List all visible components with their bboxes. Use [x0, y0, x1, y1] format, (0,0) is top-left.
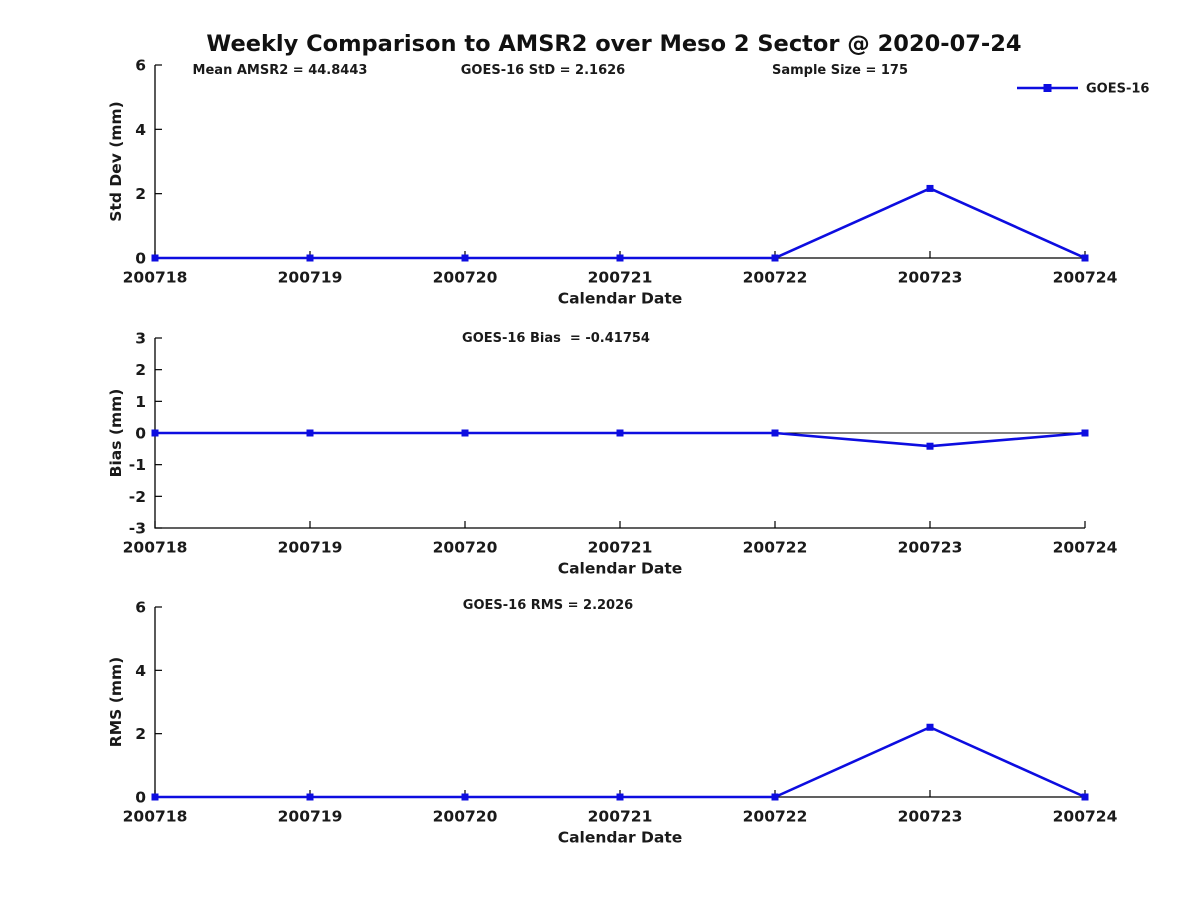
stddev-marker [926, 184, 934, 192]
y-tick-label: -3 [129, 520, 146, 538]
rms-marker [306, 793, 314, 801]
y-tick-label: 3 [135, 330, 146, 348]
y-tick-label: 0 [135, 789, 146, 807]
stddev-marker [461, 254, 469, 262]
stddev-annotation-0: Mean AMSR2 = 44.8443 [193, 63, 368, 78]
x-tick-label: 200719 [278, 269, 343, 287]
bias-marker [771, 429, 779, 437]
rms-marker [926, 723, 934, 731]
y-axis-label: RMS (mm) [107, 657, 125, 747]
bias-marker [616, 429, 624, 437]
bias-marker [461, 429, 469, 437]
bias-marker [151, 429, 159, 437]
x-tick-label: 200724 [1053, 539, 1118, 557]
y-tick-label: 4 [135, 662, 146, 680]
x-tick-label: 200722 [743, 269, 808, 287]
stddev-line [155, 187, 1086, 260]
axis-frame [154, 65, 1085, 259]
y-tick-label: -2 [129, 488, 146, 506]
y-tick-label: 6 [135, 57, 146, 75]
stddev-annotation-2: Sample Size = 175 [772, 63, 908, 78]
stddev-annotation-1: GOES-16 StD = 2.1626 [461, 63, 625, 78]
x-tick-label: 200722 [743, 539, 808, 557]
figure-title: Weekly Comparison to AMSR2 over Meso 2 S… [206, 31, 1022, 57]
subplot-rms: 0 2 4 6 200718 200719 200720 200721 200722 200723… [107, 598, 1118, 847]
y-tick-label: 6 [135, 599, 146, 617]
y-tick-label: 2 [135, 361, 146, 379]
subplot-bias: -3 -2 -1 0 1 2 3 200718 200719 200720 200721 200722… [107, 330, 1118, 578]
y-tick-label: 1 [135, 393, 146, 411]
stddev-marker [306, 254, 314, 262]
stddev-marker [771, 254, 779, 262]
x-tick-label: 200721 [588, 808, 653, 826]
x-tick-label: 200721 [588, 539, 653, 557]
stddev-marker [1081, 254, 1089, 262]
bias-marker [1081, 429, 1089, 437]
y-tick-label: 2 [135, 725, 146, 743]
legend: GOES-16 [1017, 82, 1149, 97]
x-tick-label: 200724 [1053, 269, 1118, 287]
x-tick-label: 200718 [123, 808, 188, 826]
rms-marker [151, 793, 159, 801]
stddev-marker [151, 254, 159, 262]
x-tick-label: 200723 [898, 269, 963, 287]
y-tick-label: 4 [135, 121, 146, 139]
rms-marker [771, 793, 779, 801]
rms-marker [1081, 793, 1089, 801]
legend-marker [1043, 84, 1052, 92]
x-tick-label: 200719 [278, 539, 343, 557]
x-tick-label: 200723 [898, 808, 963, 826]
x-tick-label: 200720 [433, 808, 498, 826]
stddev-marker [616, 254, 624, 262]
x-axis-label: Calendar Date [558, 290, 683, 308]
y-tick-label: 2 [135, 185, 146, 203]
axis-frame [154, 338, 1085, 529]
bias-marker [926, 442, 934, 450]
x-tick-label: 200724 [1053, 808, 1118, 826]
rms-line [155, 725, 1086, 799]
x-tick-label: 200718 [123, 539, 188, 557]
rms-annotation-0: GOES-16 RMS = 2.2026 [463, 598, 633, 613]
x-axis-label: Calendar Date [558, 829, 683, 847]
rms-marker [616, 793, 624, 801]
y-axis-label: Std Dev (mm) [107, 101, 125, 221]
x-tick-label: 200719 [278, 808, 343, 826]
x-axis-label: Calendar Date [558, 560, 683, 578]
subplot-stddev: 0 2 4 6 200718 200719 200720 200721 200722 200723… [107, 57, 1149, 308]
y-tick-label: 0 [135, 425, 146, 443]
axis-frame [154, 607, 1085, 798]
bias-marker [306, 429, 314, 437]
x-tick-label: 200718 [123, 269, 188, 287]
x-tick-label: 200721 [588, 269, 653, 287]
x-tick-label: 200722 [743, 808, 808, 826]
x-tick-label: 200720 [433, 539, 498, 557]
x-tick-label: 200720 [433, 269, 498, 287]
rms-marker [461, 793, 469, 801]
legend-label: GOES-16 [1086, 82, 1149, 97]
y-tick-label: -1 [129, 456, 146, 474]
bias-annotation-0: GOES-16 Bias = -0.41754 [462, 331, 650, 346]
x-tick-label: 200723 [898, 539, 963, 557]
y-axis-label: Bias (mm) [107, 389, 125, 478]
y-tick-label: 0 [135, 250, 146, 268]
